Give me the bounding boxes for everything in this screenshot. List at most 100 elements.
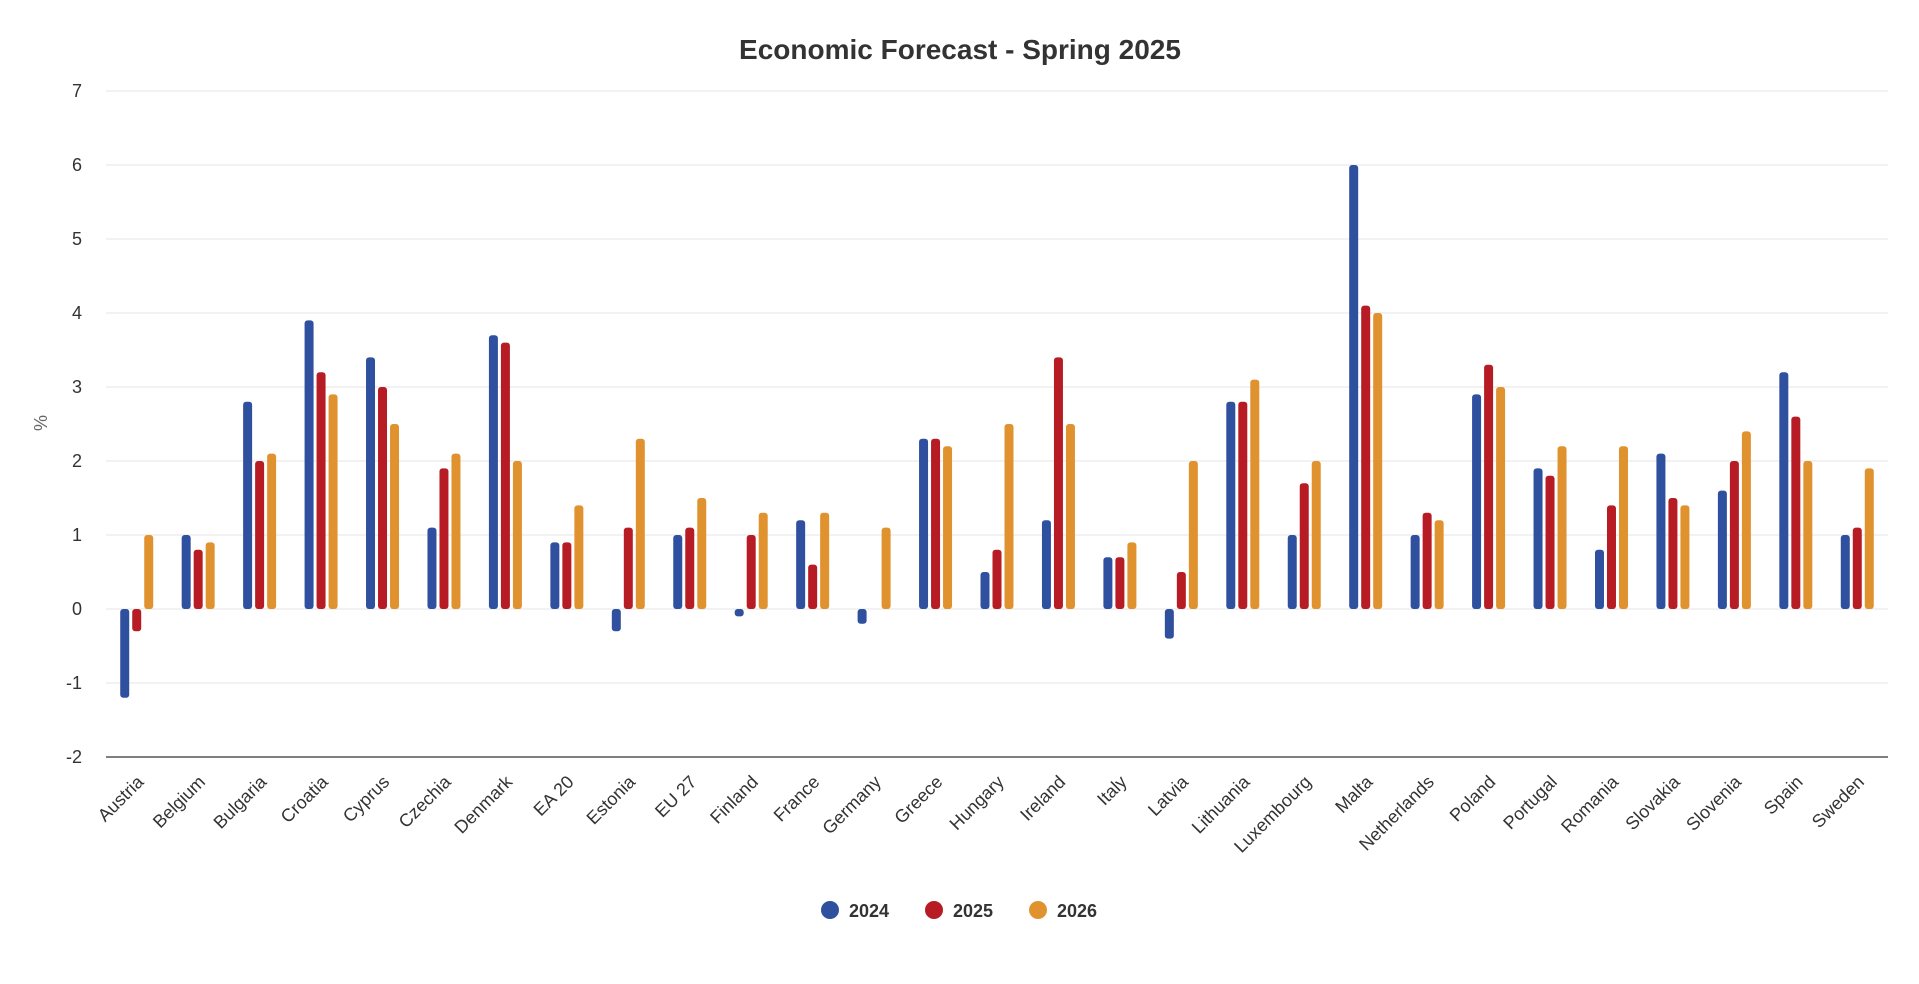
bar-2024-hungary[interactable] <box>980 572 990 609</box>
bar-2026-france[interactable] <box>820 512 830 609</box>
bar-2026-ireland[interactable] <box>1065 424 1075 609</box>
y-tick-label: 3 <box>72 377 82 397</box>
bar-2026-croatia[interactable] <box>328 394 338 609</box>
bar-2025-denmark[interactable] <box>500 342 510 609</box>
bar-2025-italy[interactable] <box>1115 557 1125 609</box>
bar-2026-eu-27[interactable] <box>697 498 707 609</box>
bar-2025-slovakia[interactable] <box>1668 498 1678 609</box>
bar-2026-malta[interactable] <box>1373 313 1383 609</box>
bar-2025-bulgaria[interactable] <box>255 461 265 609</box>
x-tick-label: Latvia <box>1144 771 1193 820</box>
bar-2026-luxembourg[interactable] <box>1311 461 1321 609</box>
bar-2026-belgium[interactable] <box>205 542 215 609</box>
bar-2026-lithuania[interactable] <box>1250 379 1260 609</box>
bar-2024-italy[interactable] <box>1103 557 1113 609</box>
bar-2025-estonia[interactable] <box>623 527 633 609</box>
bar-2025-belgium[interactable] <box>193 549 203 609</box>
bar-2024-luxembourg[interactable] <box>1287 535 1297 609</box>
bar-2026-spain[interactable] <box>1803 461 1813 609</box>
bar-2026-romania[interactable] <box>1618 446 1628 609</box>
bar-2025-hungary[interactable] <box>992 549 1002 609</box>
bar-2025-austria[interactable] <box>132 609 142 632</box>
bar-2026-slovakia[interactable] <box>1680 505 1690 609</box>
bar-2026-latvia[interactable] <box>1188 461 1198 609</box>
bar-2024-latvia[interactable] <box>1164 609 1174 639</box>
bar-2024-bulgaria[interactable] <box>243 401 253 609</box>
bar-2024-croatia[interactable] <box>304 320 314 609</box>
bar-2024-belgium[interactable] <box>181 535 191 609</box>
bar-2024-germany[interactable] <box>857 609 867 624</box>
bar-2025-luxembourg[interactable] <box>1299 483 1309 609</box>
bar-2025-finland[interactable] <box>746 535 756 609</box>
bar-2025-ireland[interactable] <box>1053 357 1063 609</box>
x-tick-label: Sweden <box>1808 772 1868 832</box>
bar-2024-czechia[interactable] <box>427 527 437 609</box>
bar-2024-cyprus[interactable] <box>366 357 376 609</box>
bar-2025-eu-27[interactable] <box>685 527 695 609</box>
bar-2024-france[interactable] <box>796 520 806 609</box>
bar-2026-portugal[interactable] <box>1557 446 1567 609</box>
x-tick-label: Denmark <box>450 771 516 837</box>
bar-2024-greece[interactable] <box>919 438 929 609</box>
bar-2026-hungary[interactable] <box>1004 424 1014 609</box>
legend: 2024 2025 2026 <box>821 901 1097 921</box>
bar-2024-denmark[interactable] <box>488 335 498 609</box>
bar-2025-latvia[interactable] <box>1176 572 1186 609</box>
bar-2024-slovakia[interactable] <box>1656 453 1666 609</box>
bar-2024-estonia[interactable] <box>611 609 621 632</box>
bar-2026-greece[interactable] <box>943 446 953 609</box>
bar-2025-lithuania[interactable] <box>1238 401 1248 609</box>
bar-2026-austria[interactable] <box>144 535 154 609</box>
legend-item-2024[interactable]: 2024 <box>821 901 889 921</box>
bar-2026-finland[interactable] <box>758 512 768 609</box>
bar-2025-sweden[interactable] <box>1852 527 1862 609</box>
bar-2024-sweden[interactable] <box>1840 535 1850 609</box>
bar-2025-portugal[interactable] <box>1545 475 1555 609</box>
bar-2025-poland[interactable] <box>1484 364 1494 609</box>
bar-2026-czechia[interactable] <box>451 453 461 609</box>
bar-2026-cyprus[interactable] <box>390 424 400 609</box>
y-tick-label: 4 <box>72 303 82 323</box>
x-tick-label: Poland <box>1446 772 1500 826</box>
bar-2026-germany[interactable] <box>881 527 891 609</box>
legend-item-2025[interactable]: 2025 <box>925 901 993 921</box>
bar-2025-czechia[interactable] <box>439 468 449 609</box>
bar-2025-slovenia[interactable] <box>1729 461 1739 609</box>
y-tick-label: 2 <box>72 451 82 471</box>
bar-2024-ireland[interactable] <box>1041 520 1051 609</box>
bar-2026-slovenia[interactable] <box>1741 431 1751 609</box>
bar-2025-cyprus[interactable] <box>378 387 388 609</box>
bar-2025-france[interactable] <box>808 564 818 609</box>
bar-2025-netherlands[interactable] <box>1422 512 1432 609</box>
bar-2025-malta[interactable] <box>1361 305 1371 609</box>
bar-2026-italy[interactable] <box>1127 542 1137 609</box>
y-tick-label: 1 <box>72 525 82 545</box>
bar-2026-netherlands[interactable] <box>1434 520 1444 609</box>
bar-2024-ea-20[interactable] <box>550 542 560 609</box>
bar-2024-netherlands[interactable] <box>1410 535 1420 609</box>
bar-2026-estonia[interactable] <box>635 438 645 609</box>
bar-2024-slovenia[interactable] <box>1717 490 1727 609</box>
bar-2026-bulgaria[interactable] <box>267 453 277 609</box>
bar-2025-greece[interactable] <box>931 438 941 609</box>
x-tick-label: Italy <box>1093 772 1130 809</box>
bar-2026-denmark[interactable] <box>512 461 522 609</box>
bar-2025-croatia[interactable] <box>316 372 326 609</box>
bar-2025-ea-20[interactable] <box>562 542 572 609</box>
bar-2026-poland[interactable] <box>1496 387 1506 609</box>
bar-2024-spain[interactable] <box>1779 372 1789 609</box>
bar-2024-eu-27[interactable] <box>673 535 683 609</box>
bar-2024-malta[interactable] <box>1349 165 1359 609</box>
bar-2025-spain[interactable] <box>1791 416 1801 609</box>
bar-2024-finland[interactable] <box>734 609 744 617</box>
bar-2024-romania[interactable] <box>1594 549 1604 609</box>
bar-2026-sweden[interactable] <box>1864 468 1874 609</box>
legend-item-2026[interactable]: 2026 <box>1029 901 1097 921</box>
y-tick-label: 6 <box>72 155 82 175</box>
bar-2026-ea-20[interactable] <box>574 505 584 609</box>
bar-2024-poland[interactable] <box>1472 394 1482 609</box>
bar-2024-austria[interactable] <box>120 609 130 698</box>
bar-2024-portugal[interactable] <box>1533 468 1543 609</box>
bar-2024-lithuania[interactable] <box>1226 401 1236 609</box>
bar-2025-romania[interactable] <box>1606 505 1616 609</box>
